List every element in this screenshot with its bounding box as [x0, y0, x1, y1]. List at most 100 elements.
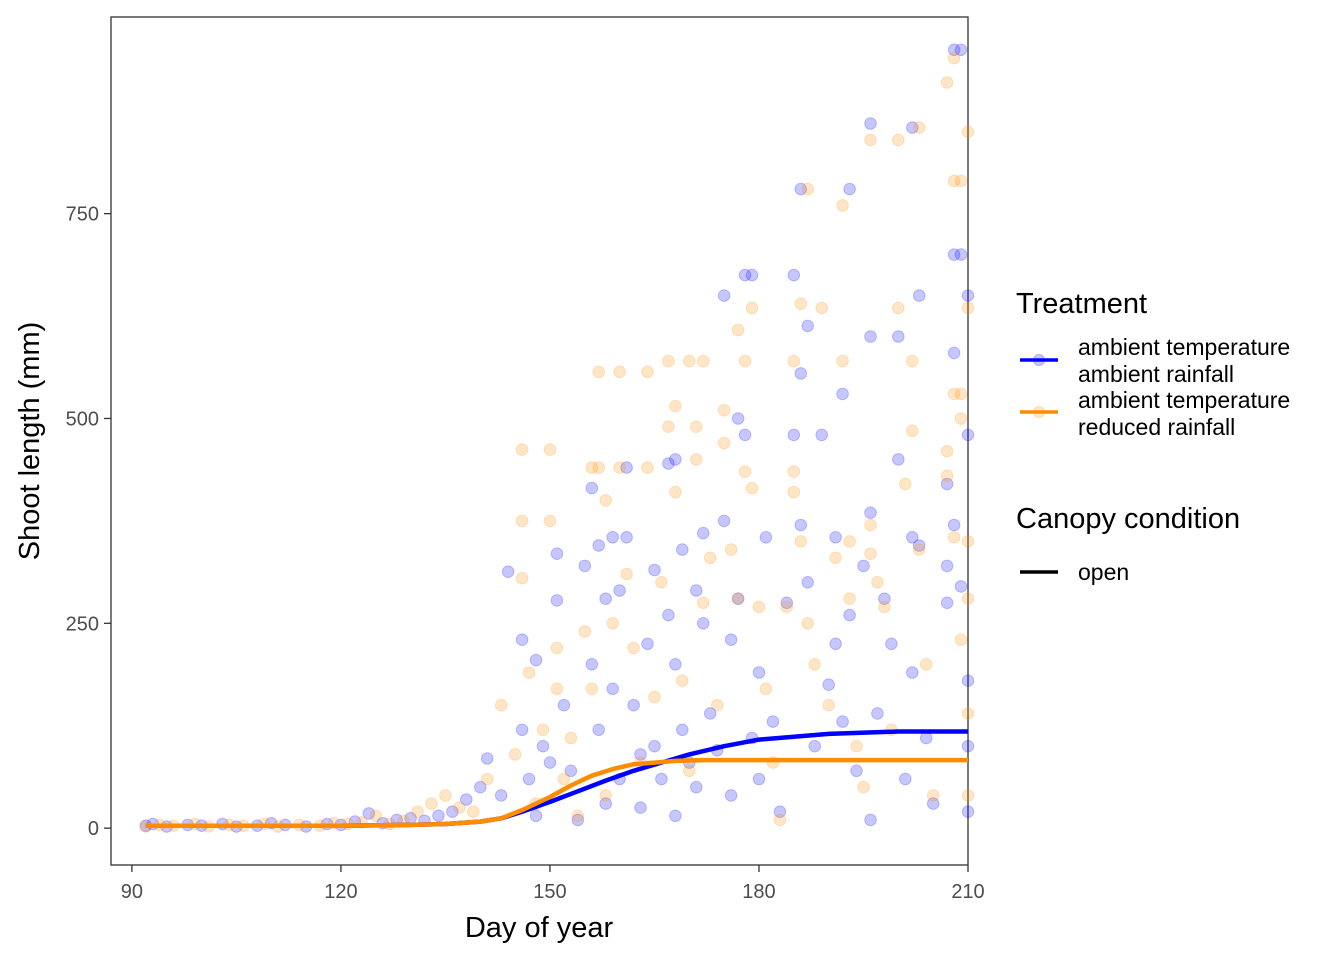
- data-point-series-2: [515, 443, 529, 456]
- data-point-series-2: [892, 301, 905, 315]
- data-point-series-2: [717, 436, 731, 450]
- data-point-series-1: [515, 723, 529, 737]
- data-point-series-2: [822, 698, 836, 712]
- data-point-series-2: [899, 477, 912, 491]
- plot-panel: [110, 16, 969, 866]
- data-point-series-1: [717, 289, 731, 302]
- data-point-series-2: [578, 625, 592, 638]
- data-point-series-2: [564, 731, 578, 745]
- data-point-series-1: [690, 584, 703, 597]
- data-point-series-2: [836, 199, 849, 212]
- data-point-series-1: [794, 182, 808, 196]
- data-point-series-2: [585, 461, 599, 474]
- data-point-series-2: [878, 600, 891, 614]
- data-point-series-2: [864, 518, 877, 532]
- data-point-series-2: [453, 801, 466, 814]
- data-point-series-1: [669, 658, 682, 671]
- data-point-series-2: [627, 641, 640, 655]
- y-tick-label: 750: [66, 204, 99, 226]
- legend-label-line2: ambient rainfall: [1078, 361, 1234, 387]
- data-point-series-1: [954, 580, 968, 593]
- data-point-series-1: [717, 514, 731, 528]
- data-point-series-1: [836, 387, 849, 401]
- fit-lines-layer: [145, 729, 968, 828]
- data-point-series-2: [787, 485, 801, 499]
- x-tick-label: 210: [951, 881, 984, 903]
- data-point-series-2: [717, 404, 731, 417]
- data-point-series-2: [954, 412, 968, 425]
- data-point-series-1: [864, 506, 877, 520]
- data-point-series-1: [808, 739, 822, 753]
- data-point-series-1: [961, 674, 975, 688]
- data-point-series-2: [954, 174, 968, 188]
- data-point-series-1: [864, 330, 877, 343]
- data-point-series-1: [634, 801, 647, 814]
- fit-line-series-2: [145, 757, 968, 828]
- data-point-series-1: [362, 807, 376, 820]
- data-point-series-1: [864, 813, 877, 827]
- data-point-series-1: [947, 248, 961, 261]
- data-point-series-2: [940, 444, 954, 458]
- data-point-series-2: [961, 707, 975, 720]
- data-point-series-2: [641, 461, 654, 474]
- data-point-series-1: [773, 805, 787, 819]
- data-point-series-1: [752, 666, 766, 679]
- data-point-series-1: [919, 731, 933, 745]
- data-point-series-2: [557, 772, 571, 786]
- data-point-series-2: [954, 387, 968, 401]
- data-point-series-2: [571, 809, 585, 823]
- data-point-series-2: [724, 543, 738, 556]
- data-point-series-1: [494, 789, 508, 802]
- data-point-series-1: [745, 268, 759, 282]
- legend-label-open: open: [1078, 559, 1129, 585]
- data-point-series-2: [864, 547, 877, 561]
- data-point-series-2: [411, 805, 424, 819]
- data-point-series-1: [432, 809, 445, 823]
- data-point-series-1: [634, 748, 647, 761]
- data-point-series-1: [703, 707, 717, 720]
- data-point-series-2: [683, 764, 696, 778]
- data-point-series-2: [745, 481, 759, 495]
- data-point-series-2: [536, 723, 550, 737]
- data-point-series-1: [906, 121, 919, 134]
- data-point-series-2: [738, 465, 752, 479]
- data-point-series-2: [467, 805, 480, 819]
- y-tick-label: 250: [66, 613, 99, 635]
- data-point-series-1: [912, 289, 926, 302]
- data-point-series-1: [620, 461, 633, 474]
- data-point-series-2: [752, 600, 766, 614]
- data-point-series-1: [662, 457, 675, 470]
- data-point-series-2: [703, 551, 717, 565]
- data-point-series-1: [557, 698, 571, 712]
- data-point-series-1: [696, 526, 710, 540]
- data-point-series-1: [794, 518, 808, 532]
- data-point-series-2: [961, 535, 975, 548]
- data-point-series-1: [606, 531, 620, 544]
- data-point-series-1: [885, 637, 898, 651]
- data-point-series-2: [613, 365, 626, 379]
- data-point-series-1: [857, 559, 870, 573]
- data-point-series-2: [613, 461, 626, 474]
- data-point-series-1: [585, 658, 599, 671]
- data-point-series-2: [940, 76, 954, 89]
- legend-entry-reduced-rainfall: ambient temperature reduced rainfall: [1020, 387, 1290, 440]
- data-point-series-1: [829, 637, 842, 651]
- data-point-series-2: [648, 690, 661, 704]
- data-point-series-1: [599, 592, 613, 606]
- data-point-series-1: [578, 559, 592, 573]
- x-tick-label: 120: [324, 881, 357, 903]
- data-point-series-2: [787, 354, 801, 368]
- data-point-series-2: [836, 354, 849, 368]
- x-tick-label: 180: [742, 881, 775, 903]
- data-point-series-2: [954, 633, 968, 647]
- data-point-series-1: [752, 772, 766, 786]
- data-point-series-1: [529, 653, 543, 667]
- data-point-series-2: [857, 780, 870, 794]
- x-axis-title: Day of year: [465, 912, 614, 944]
- data-point-series-1: [947, 346, 961, 360]
- data-point-series-2: [947, 531, 961, 544]
- data-point-series-2: [912, 543, 926, 556]
- data-point-series-1: [724, 789, 738, 802]
- data-point-series-2: [515, 571, 529, 585]
